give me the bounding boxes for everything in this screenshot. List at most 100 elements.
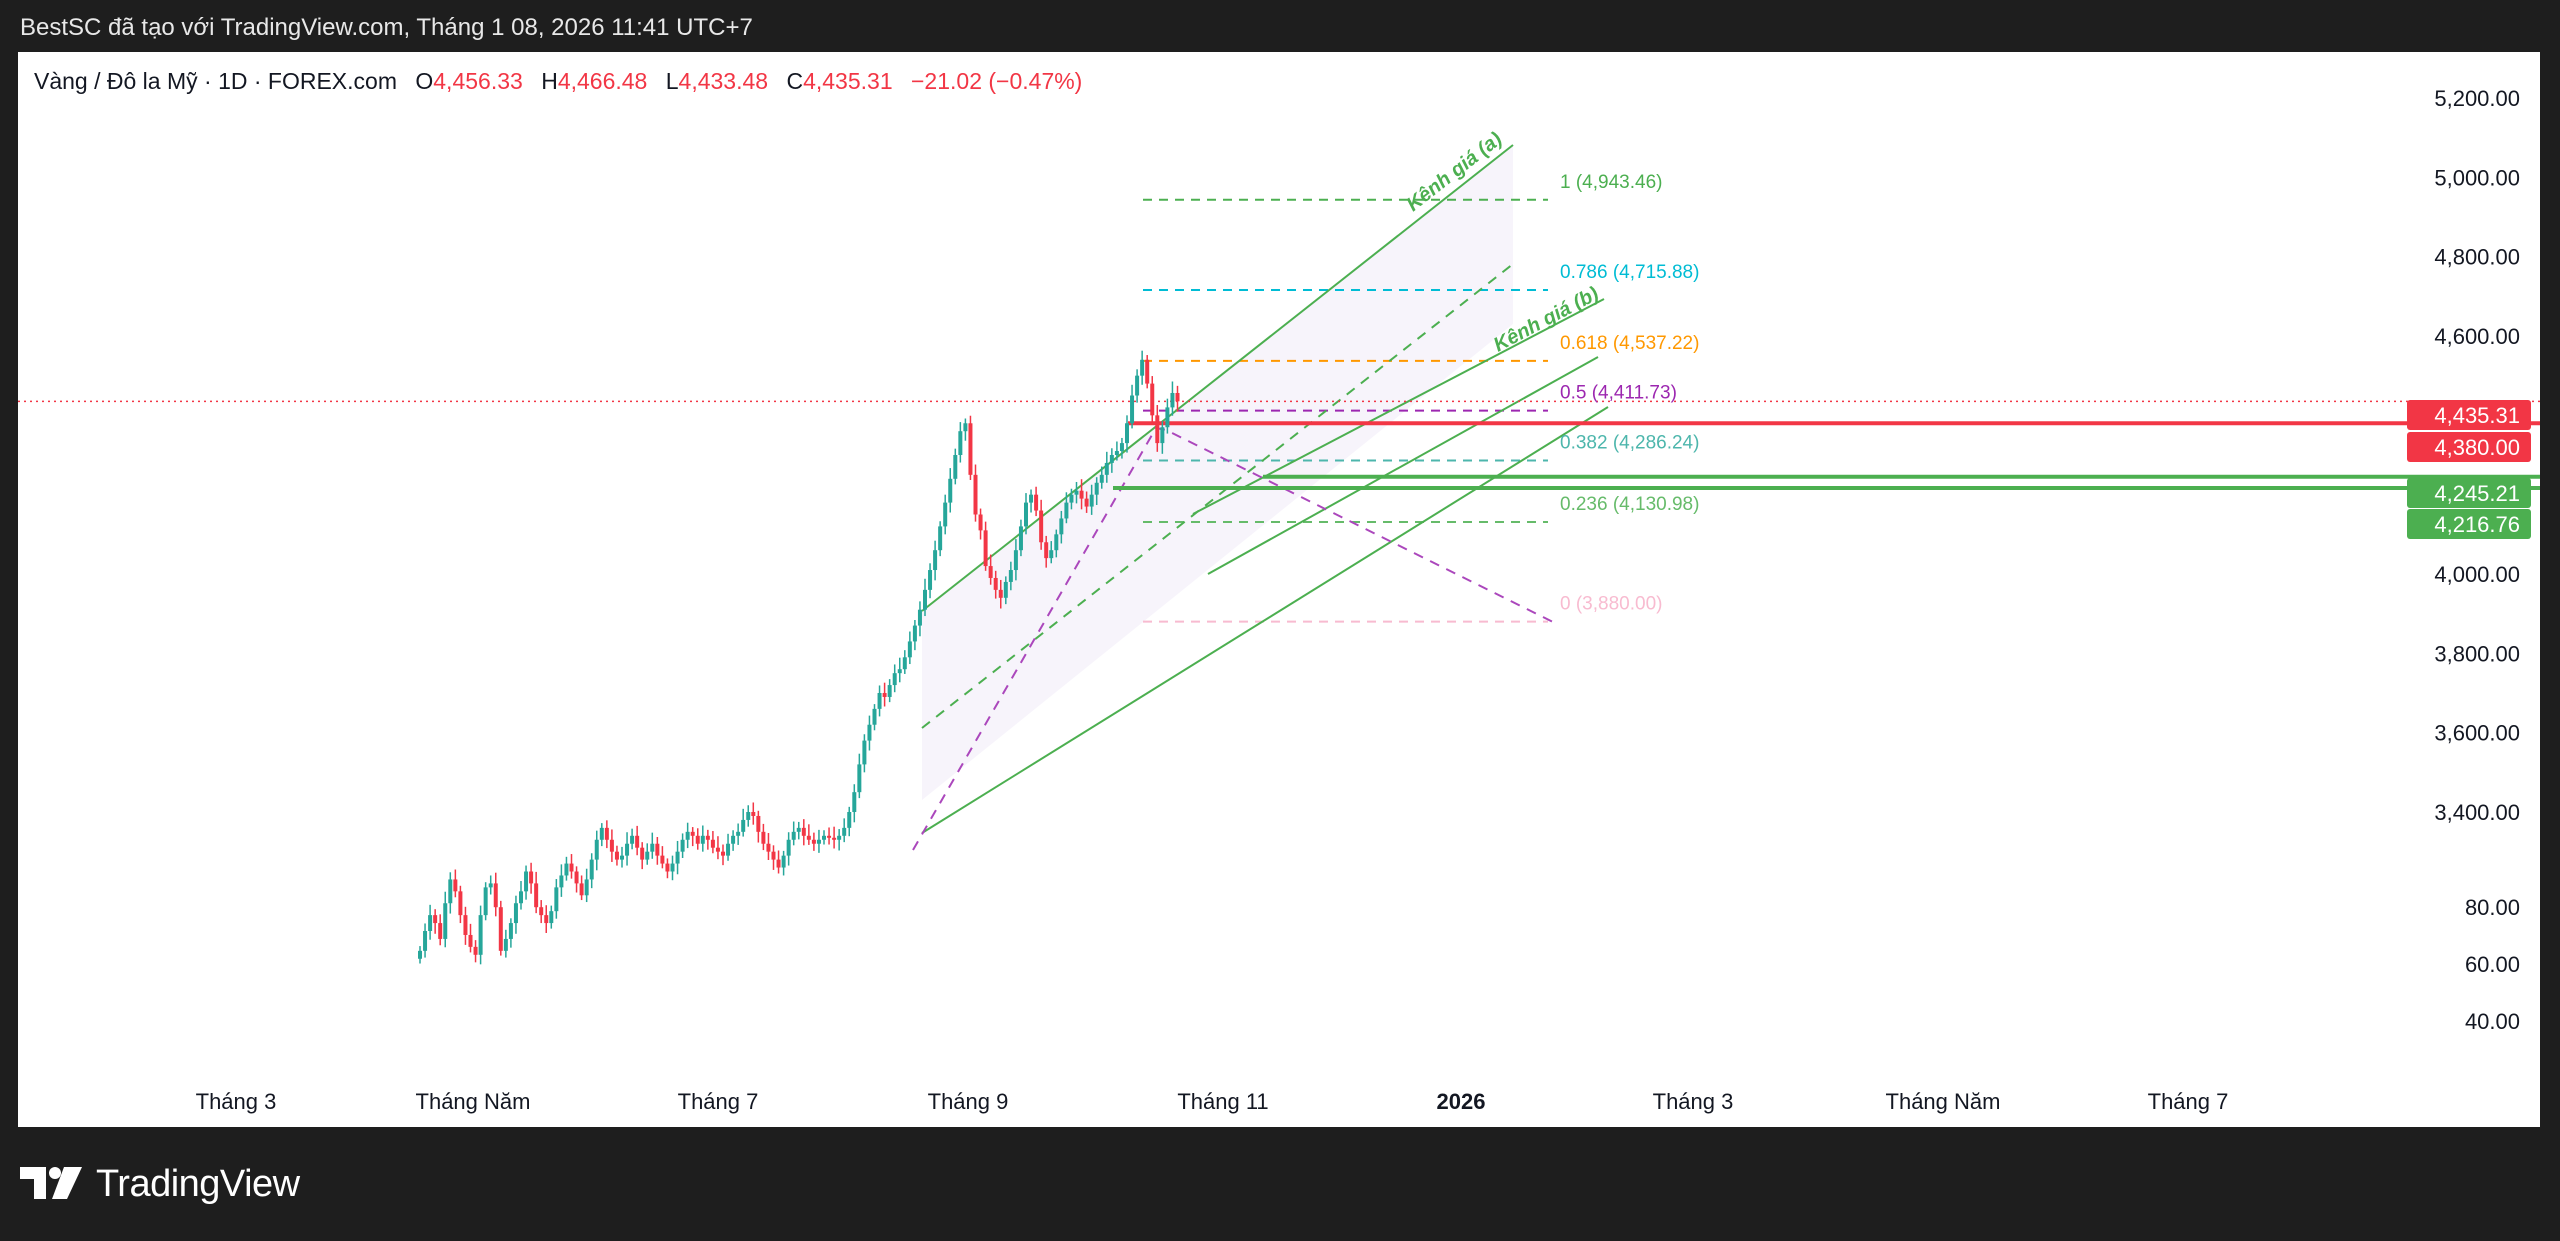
candle (892, 673, 897, 686)
candle (887, 685, 892, 697)
candle (953, 455, 958, 479)
candle (453, 879, 458, 892)
candle (594, 839, 599, 860)
candle (443, 903, 448, 939)
brand-name[interactable]: TradingView (96, 1162, 300, 1205)
candle (1160, 427, 1165, 444)
candle (1039, 510, 1044, 543)
candle (705, 835, 710, 840)
candle (423, 931, 428, 951)
candle (493, 883, 498, 908)
candle (534, 883, 539, 908)
price-badge (2407, 478, 2531, 508)
candle (1003, 581, 1008, 598)
x-tick-label: Tháng Năm (1886, 1089, 2001, 1114)
y-tick-label: 3,800.00 (2434, 641, 2520, 666)
candle (1059, 518, 1064, 535)
candle (791, 831, 796, 840)
candle (877, 693, 882, 709)
y-tick-label: 4,800.00 (2434, 245, 2520, 270)
price-badge-label: 4,245.21 (2434, 481, 2520, 506)
candle (695, 835, 700, 844)
candle (635, 835, 640, 848)
candle (852, 792, 857, 812)
price-badge-label: 4,380.00 (2434, 435, 2520, 460)
candle (508, 923, 513, 939)
candle (1130, 395, 1135, 424)
candle (448, 879, 453, 904)
candle (1074, 490, 1079, 495)
candle (503, 938, 508, 951)
channel-line (1207, 356, 1599, 575)
y-tick-label: 60.00 (2465, 952, 2520, 977)
candle (998, 589, 1003, 598)
candle (650, 843, 655, 852)
candle (756, 815, 761, 832)
candle (589, 859, 594, 880)
candle (917, 609, 922, 626)
candle (1069, 494, 1074, 503)
candle (958, 431, 963, 455)
candle (690, 831, 695, 836)
price-badge-label: 4,216.76 (2434, 512, 2520, 537)
x-tick-label: Tháng 3 (1653, 1089, 1734, 1114)
top-bar: BestSC đã tạo với TradingView.com, Tháng… (0, 0, 2560, 52)
candle (640, 847, 645, 860)
candle (524, 871, 529, 892)
candle (816, 839, 821, 844)
chart-panel[interactable]: 1 (4,943.46) 0.786 (4,715.88) 0.618 (4,537… (18, 52, 2540, 1127)
candle (993, 577, 998, 590)
candle (811, 839, 816, 844)
candle (933, 550, 938, 571)
candle (731, 835, 736, 844)
candle (513, 903, 518, 924)
candle (478, 915, 483, 955)
high-value: 4,466.48 (557, 68, 648, 94)
candle (1170, 392, 1175, 408)
tradingview-logo-icon[interactable] (20, 1167, 84, 1201)
symbol-title[interactable]: Vàng / Đô la Mỹ · 1D · FOREX.com (34, 68, 397, 94)
candle (983, 530, 988, 567)
candle (715, 847, 720, 852)
candle (907, 641, 912, 658)
high-label: H (541, 68, 558, 94)
candle (604, 827, 609, 840)
y-tick-label: 4,600.00 (2434, 324, 2520, 349)
fib-label: 0 (3,880.00) (1560, 594, 1662, 615)
candle (801, 827, 806, 836)
candle (418, 950, 422, 959)
candle (579, 883, 584, 896)
fib-label: 0.236 (4,130.98) (1560, 494, 1699, 515)
candle (736, 831, 741, 836)
candle (726, 843, 731, 856)
candle (574, 871, 579, 884)
attribution-text: BestSC đã tạo với TradingView.com, Tháng… (20, 14, 753, 41)
x-tick-label: Tháng 7 (678, 1089, 759, 1114)
candle (1155, 415, 1160, 444)
candle (620, 855, 624, 860)
candle (1165, 407, 1170, 428)
candle (1089, 494, 1094, 507)
candle (1008, 570, 1013, 582)
candle (665, 863, 670, 872)
chart-canvas[interactable]: 1 (4,943.46) 0.786 (4,715.88) 0.618 (4,537… (18, 52, 2540, 1127)
candle (978, 514, 983, 531)
candle (655, 843, 660, 856)
candle (529, 871, 534, 884)
candle (468, 934, 473, 947)
y-tick-label: 5,000.00 (2434, 165, 2520, 190)
candle (847, 812, 852, 828)
candle (771, 851, 776, 860)
candle (1109, 455, 1114, 463)
candle (1094, 482, 1099, 495)
candle (1018, 526, 1023, 551)
candle (1013, 550, 1018, 571)
channel-band (922, 145, 1513, 800)
candle (776, 859, 781, 868)
candle (867, 724, 872, 741)
candle (751, 812, 756, 816)
candle (1044, 542, 1049, 559)
candle (1125, 423, 1129, 444)
y-tick-label: 5,200.00 (2434, 86, 2520, 111)
candle (786, 839, 791, 856)
